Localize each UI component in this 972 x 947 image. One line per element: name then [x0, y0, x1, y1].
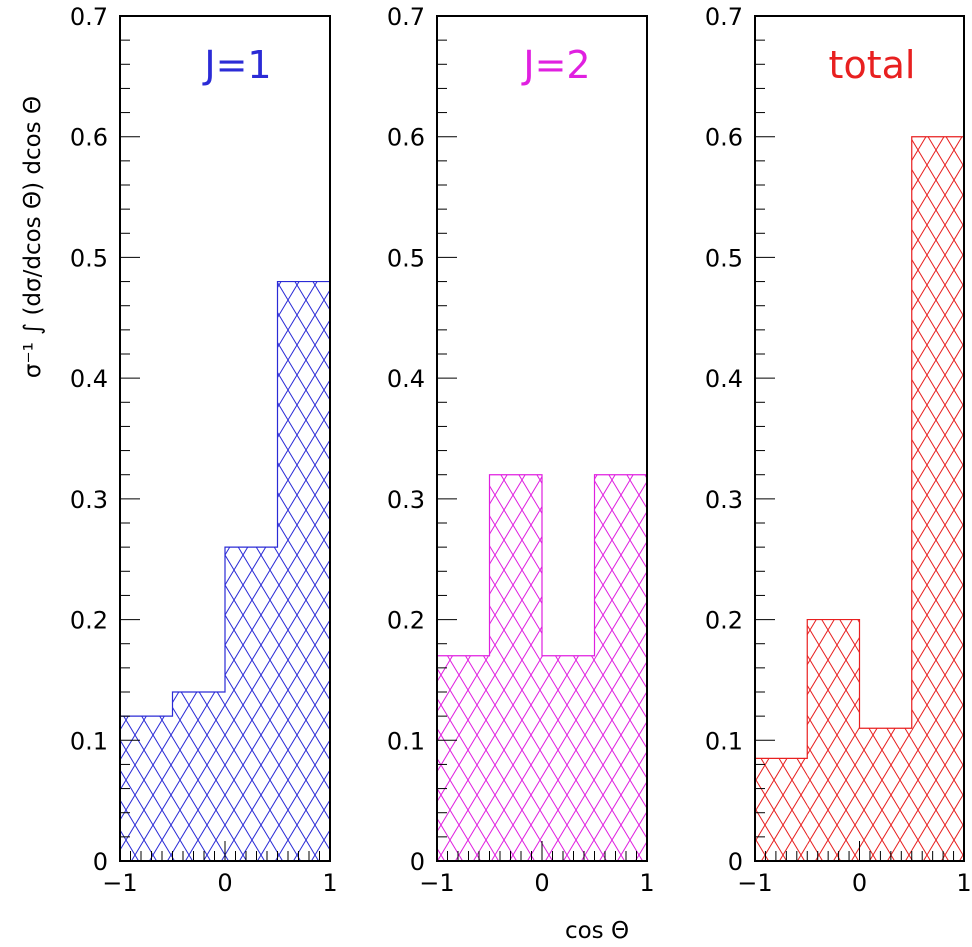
- y-tick-label-total: 0.3: [705, 486, 743, 514]
- y-tick-label-total: 0.5: [705, 244, 743, 272]
- y-tick-label-j2: 0: [410, 848, 425, 876]
- y-tick-label-j2: 0.1: [387, 727, 425, 755]
- x-tick-label-j1: −1: [102, 869, 137, 897]
- x-tick-label-total: 0: [852, 869, 867, 897]
- y-tick-label-j1: 0.6: [70, 124, 108, 152]
- y-tick-label-j1: 0.2: [70, 607, 108, 635]
- x-tick-label-j2: 0: [534, 869, 549, 897]
- x-axis-label: cos Θ: [565, 918, 629, 944]
- y-tick-label-total: 0.6: [705, 124, 743, 152]
- y-tick-label-total: 0.2: [705, 607, 743, 635]
- y-tick-label-j2: 0.4: [387, 365, 425, 393]
- x-tick-label-j2: 1: [639, 869, 654, 897]
- y-tick-label-j2: 0.3: [387, 486, 425, 514]
- bar-j2-bin-1: [489, 474, 542, 861]
- y-axis-label: σ⁻¹ ∫ (dσ/dcos Θ) dcos Θ: [20, 96, 46, 378]
- bar-j2-bin-3: [594, 474, 647, 861]
- y-tick-label-j1: 0.5: [70, 244, 108, 272]
- y-tick-label-j1: 0.4: [70, 365, 108, 393]
- y-tick-label-total: 0: [728, 848, 743, 876]
- x-tick-label-total: −1: [737, 869, 772, 897]
- y-tick-label-j1: 0.1: [70, 727, 108, 755]
- x-tick-label-total: 1: [956, 869, 971, 897]
- bar-j1-bin-1: [172, 692, 225, 861]
- panel-j2: 00.10.20.30.40.50.60.7−1 0 1J=2: [387, 3, 655, 897]
- bar-j1-bin-3: [277, 281, 330, 862]
- y-tick-label-total: 0.7: [705, 3, 743, 31]
- bar-total-bin-3: [911, 136, 964, 861]
- panel-title-total: total: [829, 43, 916, 87]
- y-tick-label-j2: 0.7: [387, 3, 425, 31]
- y-tick-label-j2: 0.2: [387, 607, 425, 635]
- bar-j1-bin-2: [225, 547, 278, 861]
- y-tick-label-j1: 0: [93, 848, 108, 876]
- y-tick-label-j1: 0.7: [70, 3, 108, 31]
- y-tick-label-total: 0.1: [705, 727, 743, 755]
- y-tick-label-j2: 0.5: [387, 244, 425, 272]
- bar-j2-bin-2: [542, 655, 595, 861]
- panel-title-j1: J=1: [202, 43, 271, 87]
- bar-total-bin-1: [807, 619, 860, 861]
- bar-total-bin-0: [755, 758, 808, 861]
- panel-title-j2: J=2: [521, 43, 590, 87]
- y-tick-label-total: 0.4: [705, 365, 743, 393]
- x-tick-label-j1: 0: [217, 869, 232, 897]
- x-tick-label-j1: 1: [322, 869, 337, 897]
- x-tick-label-j2: −1: [419, 869, 454, 897]
- y-tick-label-j2: 0.6: [387, 124, 425, 152]
- bar-j2-bin-0: [437, 655, 490, 861]
- y-tick-label-j1: 0.3: [70, 486, 108, 514]
- bar-total-bin-2: [859, 728, 912, 861]
- panel-j1: 00.10.20.30.40.50.60.7−1 0 1J=1: [70, 3, 338, 897]
